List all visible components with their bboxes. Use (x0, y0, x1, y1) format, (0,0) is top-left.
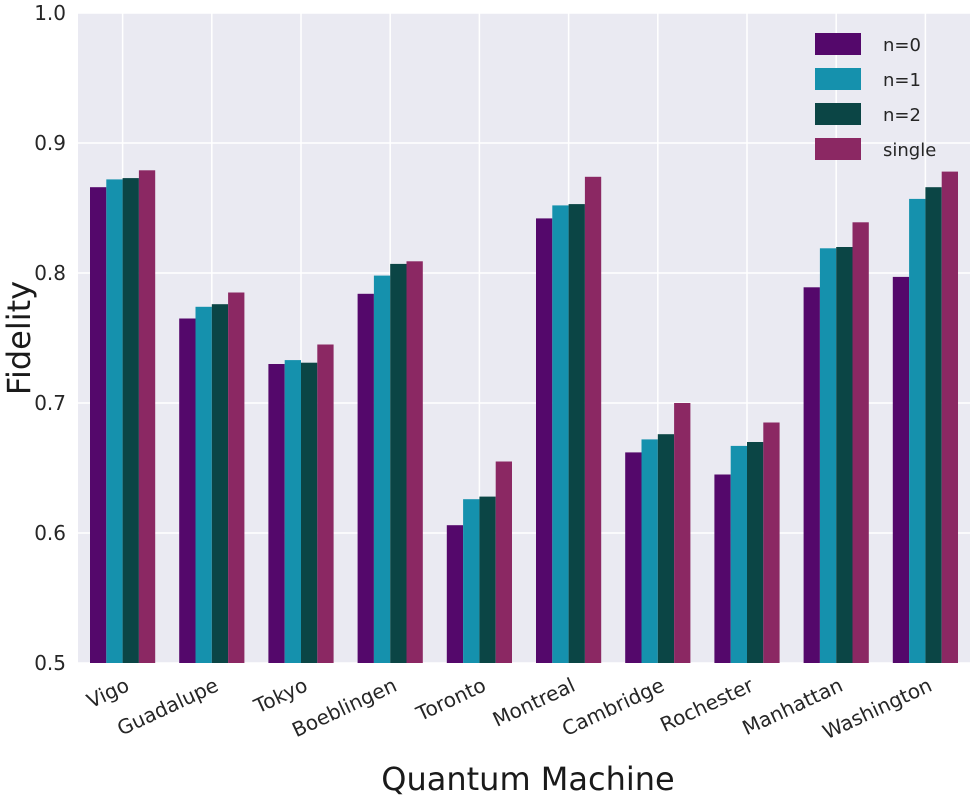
bar-n2-montreal (568, 204, 585, 663)
bar-n2-rochester (747, 442, 764, 663)
bar-n0-cambridge (625, 452, 642, 663)
bar-n0-guadalupe (179, 318, 196, 663)
bar-n2-tokyo (301, 362, 318, 663)
y-tick-labels: 0.5 0.6 0.7 0.8 0.9 1.0 (34, 1, 66, 675)
y-tick-label: 0.5 (34, 651, 66, 675)
x-tick-label: Cambridge (558, 673, 668, 741)
bar-single-boeblingen (406, 261, 423, 663)
bar-n2-vigo (122, 178, 139, 663)
bar-n1-toronto (463, 499, 480, 663)
x-tick-label: Tokyo (249, 673, 311, 719)
bar-n2-cambridge (657, 434, 675, 663)
bar-n0-vigo (90, 187, 107, 663)
bar-single-montreal (584, 176, 602, 664)
bar-n2-toronto (479, 496, 496, 663)
bar-n1-boeblingen (373, 275, 391, 663)
legend-label: n=1 (883, 70, 921, 91)
x-tick-label: Vigo (83, 673, 133, 713)
y-tick-label: 0.8 (34, 261, 66, 285)
legend-label: n=2 (883, 105, 921, 126)
y-tick-label: 1.0 (34, 1, 66, 25)
bar-n0-toronto (446, 525, 464, 663)
legend-swatch (815, 103, 861, 125)
x-tick-label: Guadalupe (113, 673, 222, 741)
bar-n2-guadalupe (211, 304, 229, 663)
x-axis-title: Quantum Machine (381, 760, 674, 798)
bar-single-guadalupe (228, 292, 245, 663)
bar-n1-montreal (552, 205, 569, 663)
bar-n1-manhattan (819, 248, 837, 664)
legend-swatch (815, 68, 861, 90)
y-axis-title: Fidelity (0, 281, 38, 395)
bar-n0-manhattan (803, 287, 820, 663)
bar-single-tokyo (317, 344, 334, 663)
bar-n0-montreal (536, 218, 553, 663)
bar-single-rochester (763, 422, 780, 663)
y-tick-label: 0.9 (34, 131, 66, 155)
bar-n1-rochester (730, 445, 747, 663)
bar-n0-washington (892, 276, 910, 663)
legend-swatch (815, 138, 861, 160)
bar-n1-cambridge (641, 439, 658, 663)
legend-label: single (883, 140, 936, 161)
bar-n1-tokyo (284, 360, 301, 663)
bar-single-washington (941, 171, 958, 663)
bar-n1-guadalupe (195, 306, 212, 663)
bar-n1-washington (909, 198, 926, 663)
bar-single-cambridge (674, 403, 691, 663)
bar-n0-tokyo (268, 364, 285, 663)
y-tick-label: 0.6 (34, 521, 66, 545)
x-tick-label: Toronto (412, 673, 490, 726)
bar-n0-rochester (714, 474, 731, 663)
bar-group (90, 170, 958, 664)
legend-label: n=0 (883, 35, 921, 56)
bar-n2-boeblingen (390, 263, 407, 663)
legend: n=0 n=1 n=2 single (815, 33, 936, 161)
legend-swatch (815, 33, 861, 55)
bar-single-manhattan (852, 222, 869, 664)
y-tick-label: 0.7 (34, 391, 66, 415)
bar-n2-manhattan (836, 247, 853, 663)
bar-n0-boeblingen (357, 293, 374, 663)
bar-single-vigo (138, 170, 156, 664)
bar-n1-vigo (106, 179, 123, 663)
bar-single-toronto (495, 461, 512, 663)
bar-n2-washington (925, 187, 942, 663)
